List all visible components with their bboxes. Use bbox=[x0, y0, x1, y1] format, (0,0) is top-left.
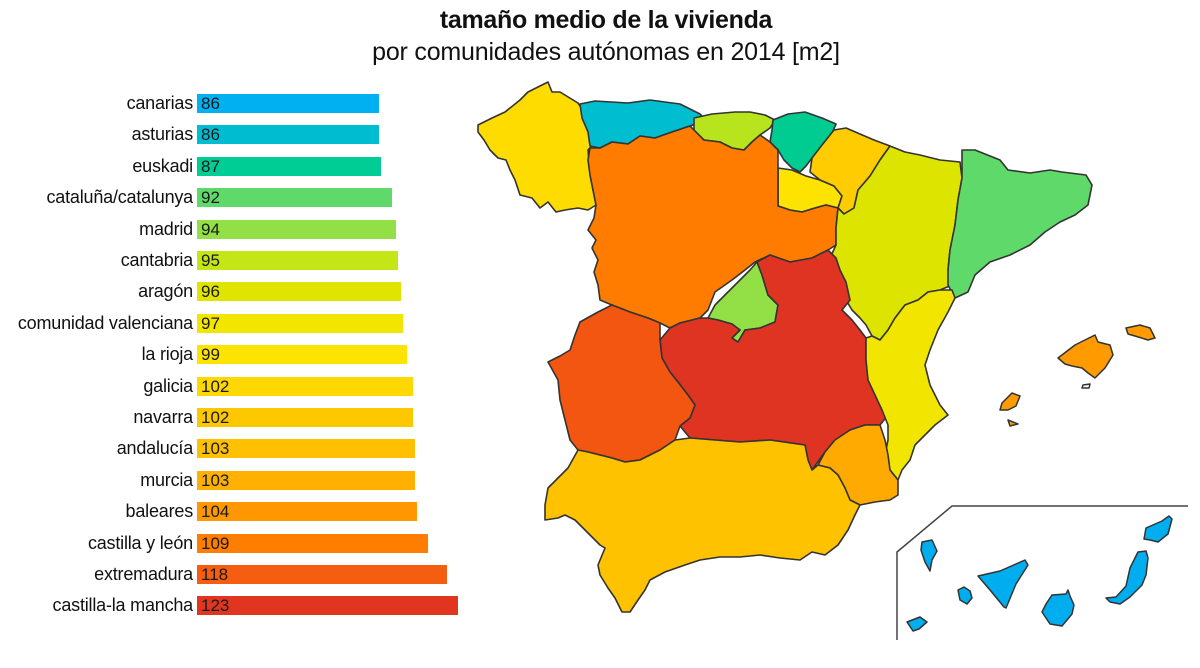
bar-row: aragón 96 bbox=[0, 281, 470, 302]
map-region-cataluna bbox=[947, 149, 1093, 299]
bar-value-label: 102 bbox=[201, 376, 230, 396]
bar: 118 bbox=[197, 565, 448, 584]
bar: 102 bbox=[197, 376, 414, 396]
bar: 109 bbox=[197, 533, 429, 553]
bar-label: la rioja bbox=[141, 344, 194, 365]
bar-row: galicia 102 bbox=[0, 375, 470, 397]
bar-value-label: 123 bbox=[201, 596, 230, 616]
map-region-galicia bbox=[477, 81, 597, 213]
bar-value-label: 103 bbox=[201, 470, 230, 490]
bar-row: madrid 94 bbox=[0, 218, 470, 240]
bar-label: navarra bbox=[133, 407, 193, 427]
bar-value-label: 92 bbox=[201, 188, 220, 208]
bar-label: galicia bbox=[143, 375, 193, 396]
bar-value-label: 104 bbox=[201, 502, 230, 522]
bar-value-label: 102 bbox=[201, 408, 230, 427]
bar: 103 bbox=[197, 439, 416, 459]
map-region-canarias bbox=[906, 515, 1173, 632]
bar-row: asturias 86 bbox=[0, 124, 470, 145]
bar-row: cantabria 95 bbox=[0, 250, 470, 271]
bar: 94 bbox=[197, 219, 397, 239]
bar-label: aragón bbox=[138, 281, 193, 302]
bar-value-label: 118 bbox=[201, 565, 229, 584]
bar: 86 bbox=[197, 94, 380, 113]
bar-value-label: 96 bbox=[201, 282, 220, 302]
bar: 92 bbox=[197, 188, 393, 208]
bar-label: baleares bbox=[125, 501, 194, 522]
chart-title: tamaño medio de la vivienda bbox=[439, 6, 773, 34]
bar: 96 bbox=[197, 282, 401, 302]
bar-label: comunidad valenciana bbox=[17, 312, 193, 333]
bar-value-label: 97 bbox=[201, 313, 220, 333]
bar-label: canarias bbox=[126, 93, 194, 113]
chart-subtitle: por comunidades autónomas en 2014 [m2] bbox=[372, 38, 840, 66]
bar-value-label: 87 bbox=[201, 156, 220, 176]
bar-label: euskadi bbox=[132, 155, 193, 176]
bar-row: navarra 102 bbox=[0, 407, 470, 428]
bar-value-label: 94 bbox=[201, 219, 220, 239]
bar-label: castilla y león bbox=[87, 532, 193, 553]
bar-label: cataluña/catalunya bbox=[46, 187, 193, 208]
bar-chart: canarias 86 asturias 86 euskadi 87 cataluña/ca… bbox=[0, 0, 470, 668]
bar-row: castilla-la mancha 123 bbox=[0, 595, 470, 616]
bar-row: la rioja 99 bbox=[0, 344, 470, 365]
bar-row: castilla y león 109 bbox=[0, 532, 470, 554]
bar-row: comunidad valenciana 97 bbox=[0, 312, 470, 334]
bar-row: euskadi 87 bbox=[0, 155, 470, 177]
bar-row: andalucía 103 bbox=[0, 438, 470, 459]
bar-label: asturias bbox=[131, 124, 194, 145]
bar-value-label: 99 bbox=[201, 345, 220, 365]
bar-label: andalucía bbox=[116, 438, 193, 459]
bar: 102 bbox=[197, 408, 414, 427]
bar-label: cantabria bbox=[120, 250, 193, 270]
bar-value-label: 86 bbox=[201, 125, 220, 145]
bar: 86 bbox=[197, 125, 380, 145]
bar: 87 bbox=[197, 156, 382, 176]
bar: 99 bbox=[197, 345, 407, 365]
bar: 123 bbox=[197, 596, 458, 616]
bar-value-label: 109 bbox=[201, 533, 230, 553]
bar-value-label: 95 bbox=[201, 251, 220, 270]
bar: 95 bbox=[197, 251, 399, 270]
bar: 104 bbox=[197, 502, 418, 522]
bar-row: baleares 104 bbox=[0, 501, 470, 522]
bar-row: murcia 103 bbox=[0, 469, 470, 491]
bar-label: castilla-la mancha bbox=[52, 595, 194, 616]
bar-value-label: 103 bbox=[201, 439, 230, 459]
bar-label: murcia bbox=[140, 469, 193, 490]
bar: 97 bbox=[197, 313, 403, 333]
canarias-inset-frame bbox=[896, 505, 1188, 640]
map-region-comunidad-valenciana bbox=[865, 289, 956, 481]
bar-row: canarias 86 bbox=[0, 93, 470, 114]
bar-label: extremadura bbox=[94, 564, 193, 584]
bar-label: madrid bbox=[139, 218, 193, 239]
map-region-andalucia bbox=[544, 437, 861, 613]
bar-value-label: 86 bbox=[201, 94, 220, 113]
bar-row: extremadura 118 bbox=[0, 564, 470, 585]
map-region-baleares bbox=[999, 324, 1156, 427]
bar: 103 bbox=[197, 470, 416, 490]
bar-row: cataluña/catalunya 92 bbox=[0, 187, 470, 208]
